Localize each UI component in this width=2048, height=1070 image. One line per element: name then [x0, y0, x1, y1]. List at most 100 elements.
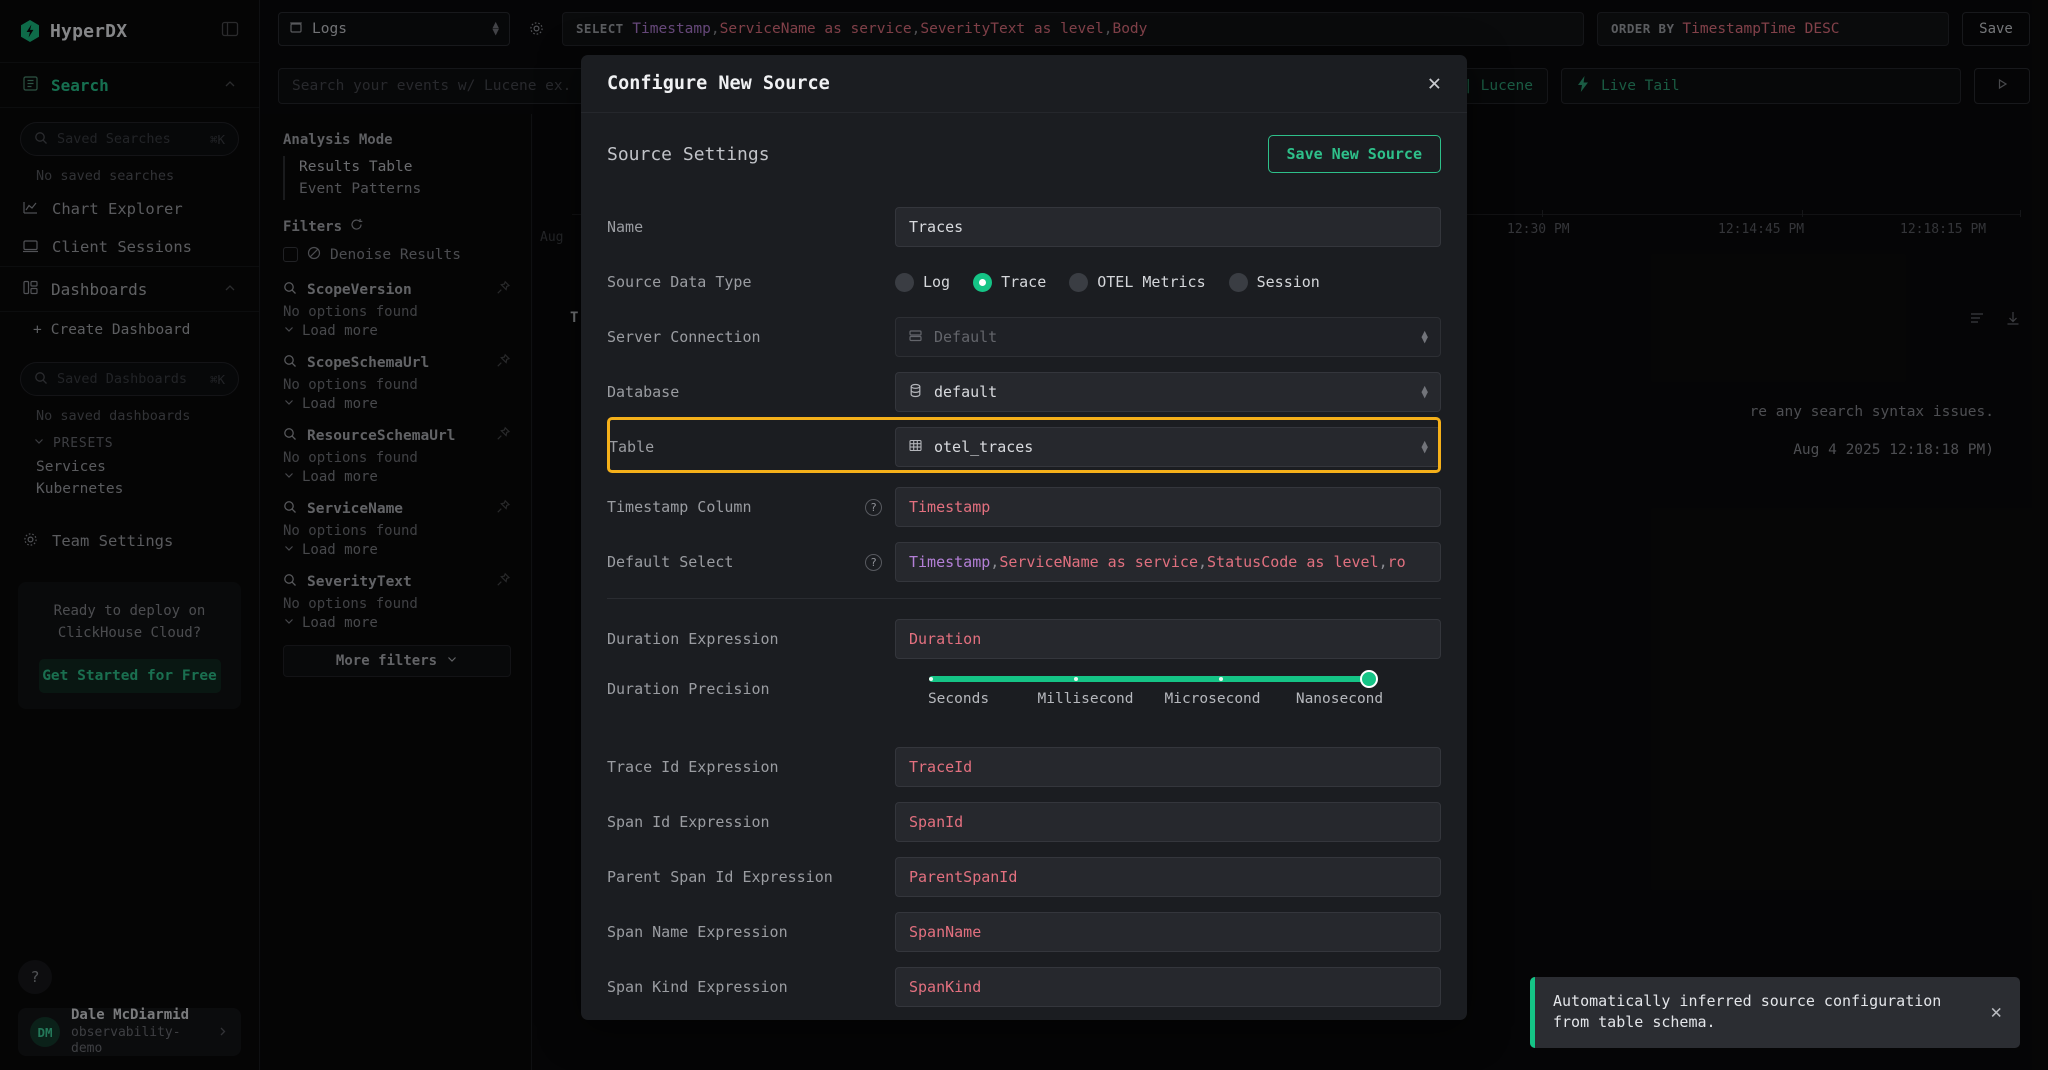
sidebar-item-chart-explorer[interactable]: Chart Explorer — [0, 190, 259, 228]
order-by-input[interactable]: ORDER BY TimestampTime DESC — [1597, 11, 1949, 46]
span-id-expression-input[interactable]: SpanId — [895, 802, 1441, 842]
search-icon — [283, 426, 297, 445]
slider-track[interactable] — [929, 670, 1378, 688]
no-saved-dashboards-text: No saved dashboards — [36, 408, 191, 424]
saved-searches-input[interactable]: Saved Searches ⌘K — [20, 122, 239, 156]
pin-icon[interactable] — [496, 572, 511, 591]
help-icon[interactable]: ? — [865, 498, 882, 516]
parent-span-id-expression-input[interactable]: ParentSpanId — [895, 857, 1441, 897]
filter-group-header[interactable]: ScopeVersion — [283, 280, 511, 299]
field-label-default-select: Default Select — [607, 553, 734, 571]
chevron-down-icon — [283, 615, 295, 631]
help-icon[interactable]: ? — [865, 553, 882, 571]
radio-otel-metrics[interactable]: OTEL Metrics — [1069, 272, 1206, 292]
slider-thumb[interactable] — [1360, 670, 1378, 688]
source-select[interactable]: Logs ▲ ▼ — [278, 11, 510, 46]
pipe-icon: | — [1463, 77, 1473, 94]
panel-collapse-icon[interactable] — [221, 20, 239, 42]
field-name: Name Traces — [607, 205, 1441, 249]
denoise-icon — [307, 245, 321, 264]
duration-expression-input[interactable]: Duration — [895, 619, 1441, 659]
more-filters-button[interactable]: More filters — [283, 645, 511, 677]
name-input[interactable]: Traces — [895, 207, 1441, 247]
mode-results-table[interactable]: Results Table — [299, 159, 413, 175]
sidebar-item-client-sessions[interactable]: Client Sessions — [0, 228, 259, 266]
field-span-name-expression: Span Name Expression SpanName — [607, 910, 1441, 954]
slider-node-2 — [1219, 677, 1223, 681]
default-select-sep-2: , — [1198, 553, 1208, 571]
preset-kubernetes[interactable]: Kubernetes — [36, 481, 124, 497]
close-icon[interactable]: ✕ — [1990, 1001, 2002, 1024]
filter-group-name: SeverityText — [307, 573, 412, 590]
radio-label-trace: Trace — [1001, 273, 1047, 291]
sidebar-section-search[interactable]: Search — [0, 62, 259, 108]
table-icon — [908, 438, 923, 457]
run-query-button[interactable] — [1974, 67, 2030, 104]
default-select-sep-3: , — [1378, 553, 1388, 571]
server-icon — [908, 328, 923, 347]
database-select[interactable]: default ▲ ▼ — [895, 372, 1441, 412]
sidebar-section-dashboards[interactable]: Dashboards — [0, 266, 259, 312]
filter-group-load-more[interactable]: Load more — [283, 542, 511, 558]
default-select-input[interactable]: Timestamp, ServiceName as service, Statu… — [895, 542, 1441, 582]
select-query-input[interactable]: SELECT Timestamp, ServiceName as service… — [562, 11, 1584, 46]
lightning-icon — [1576, 75, 1590, 96]
filter-group-load-more[interactable]: Load more — [283, 469, 511, 485]
filter-group-load-more[interactable]: Load more — [283, 396, 511, 412]
create-dashboard-button[interactable]: + Create Dashboard — [0, 312, 259, 348]
slider-label-millisecond: Millisecond — [1037, 691, 1134, 707]
pin-icon[interactable] — [496, 280, 511, 299]
denoise-checkbox[interactable] — [283, 247, 298, 262]
live-tail-button[interactable]: Live Tail — [1561, 67, 1961, 104]
field-duration-expression: Duration Expression Duration — [607, 617, 1441, 661]
download-icon[interactable] — [2004, 309, 2022, 331]
radio-dot-session — [1228, 272, 1248, 292]
sidebar-item-team-settings[interactable]: Team Settings — [0, 522, 259, 560]
saved-searches-shortcut: ⌘K — [209, 131, 225, 147]
filter-group-load-more[interactable]: Load more — [283, 323, 511, 339]
denoise-results-toggle[interactable]: Denoise Results — [283, 245, 511, 264]
sql-col-service: ServiceName as service — [719, 20, 912, 37]
help-icon[interactable]: ? — [18, 960, 52, 994]
source-settings-gear-icon[interactable] — [523, 20, 549, 37]
filter-group: SeverityText No options found Load more — [283, 572, 511, 631]
user-card[interactable]: DM Dale McDiarmid observability-demo — [18, 1007, 241, 1056]
span-kind-expression-input[interactable]: SpanKind — [895, 967, 1441, 1007]
chevron-down-icon — [33, 435, 45, 451]
get-started-button[interactable]: Get Started for Free — [38, 658, 221, 693]
saved-dashboards-input[interactable]: Saved Dashboards ⌘K — [20, 362, 239, 396]
toast-message: Automatically inferred source configurat… — [1553, 991, 1942, 1032]
save-new-source-button[interactable]: Save New Source — [1267, 135, 1441, 173]
filter-group-header[interactable]: ServiceName — [283, 499, 511, 518]
radio-session[interactable]: Session — [1228, 272, 1320, 292]
server-connection-select[interactable]: Default ▲ ▼ — [895, 317, 1441, 357]
field-span-kind-expression: Span Kind Expression SpanKind — [607, 965, 1441, 1009]
sidebar-item-label-dashboards: Dashboards — [51, 279, 148, 299]
timestamp-column-input[interactable]: Timestamp — [895, 487, 1441, 527]
filter-group-header[interactable]: SeverityText — [283, 572, 511, 591]
default-select-part-3: StatusCode as level — [1207, 553, 1379, 571]
sql-col-body: Body — [1112, 20, 1148, 37]
filter-group-header[interactable]: ScopeSchemaUrl — [283, 353, 511, 372]
filter-group-load-more[interactable]: Load more — [283, 615, 511, 631]
table-select[interactable]: otel_traces ▲ ▼ — [895, 427, 1441, 467]
mode-event-patterns[interactable]: Event Patterns — [299, 181, 422, 197]
load-more-label: Load more — [302, 396, 378, 412]
sort-icon[interactable] — [1968, 309, 1986, 331]
close-icon[interactable]: ✕ — [1427, 70, 1441, 96]
radio-log[interactable]: Log — [895, 272, 950, 292]
radio-trace[interactable]: Trace — [973, 272, 1047, 292]
field-label-span-name-expression: Span Name Expression — [607, 923, 788, 941]
preset-services[interactable]: Services — [36, 459, 106, 475]
trace-id-expression-input[interactable]: TraceId — [895, 747, 1441, 787]
presets-toggle[interactable]: PRESETS — [0, 430, 259, 456]
save-button[interactable]: Save — [1962, 11, 2030, 46]
refresh-icon[interactable] — [350, 218, 363, 235]
pin-icon[interactable] — [496, 499, 511, 518]
span-name-expression-input[interactable]: SpanName — [895, 912, 1441, 952]
pin-icon[interactable] — [496, 353, 511, 372]
duration-precision-slider[interactable]: Seconds Millisecond Microsecond Nanoseco… — [895, 670, 1441, 707]
filter-group-header[interactable]: ResourceSchemaUrl — [283, 426, 511, 445]
pin-icon[interactable] — [496, 426, 511, 445]
source-settings-header: Source Settings Save New Source — [607, 135, 1441, 173]
